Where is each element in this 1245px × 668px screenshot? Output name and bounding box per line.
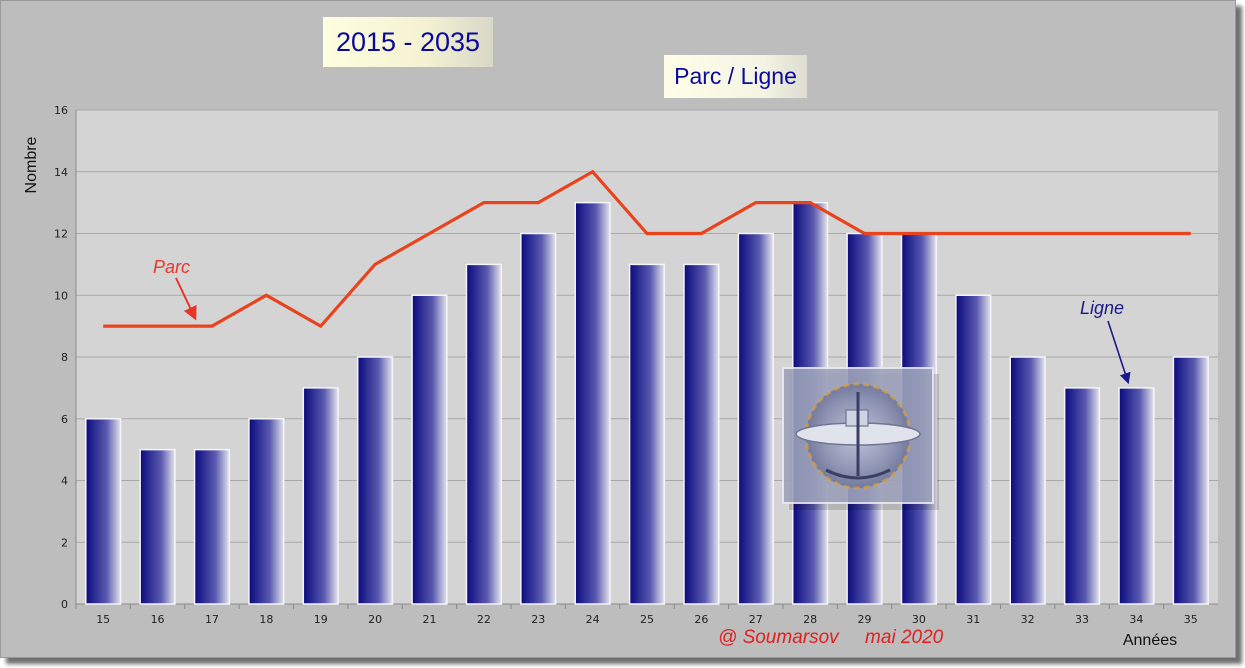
submarine-emblem-icon [782,367,939,510]
annotation-parc: Parc [153,257,190,277]
bar-ligne [85,418,122,605]
bar-ligne [628,263,666,605]
bar-ligne [411,294,448,605]
y-tick-label: 0 [61,598,68,611]
x-tick-label: 28 [803,613,817,626]
x-tick-label: 35 [1184,613,1198,626]
annotation-parc-arrow [175,277,197,321]
x-axis-label: Années [1123,632,1177,649]
x-tick-label: 18 [259,613,273,626]
y-tick-label: 2 [61,536,68,549]
bar-ligne [302,387,339,605]
x-tick-label: 15 [96,613,110,626]
x-tick-label: 24 [586,613,600,626]
x-tick-label: 19 [314,613,328,626]
x-tick-label: 31 [966,613,980,626]
x-tick-label: 34 [1129,613,1143,626]
bar-ligne [520,232,557,605]
x-tick-label: 22 [477,613,491,626]
bar-ligne [1172,356,1209,605]
x-tick-label: 30 [912,613,926,626]
line-series-parc [103,169,1191,329]
bar-ligne [356,356,394,605]
x-tick-label: 16 [151,613,165,626]
chart-subtitle: 2015 - 2035 [323,17,493,67]
annotation-ligne-arrow [1107,320,1131,385]
bar-ligne [683,263,720,605]
y-axis-label: Nombre [23,136,40,193]
line-parc [103,169,1191,329]
chart-credit: @ Soumarsov mai 2020 [718,627,944,648]
bar-ligne [574,201,611,605]
x-tick-label: 33 [1075,613,1089,626]
y-tick-label: 10 [54,289,68,302]
x-tick-label: 17 [205,613,219,626]
chart-title: Parc / Ligne [664,55,807,98]
y-tick-label: 6 [61,413,68,426]
bar-ligne [1118,387,1155,605]
x-tick-label: 20 [368,613,382,626]
x-tick-label: 25 [640,613,654,626]
y-tick-label: 12 [54,228,68,241]
bar-ligne [193,448,231,605]
bar-ligne [139,448,176,605]
x-tick-label: 23 [531,613,545,626]
y-tick-label: 4 [61,475,68,488]
x-tick-label: 27 [749,613,763,626]
bar-ligne [1009,356,1046,605]
bar-ligne [955,294,992,605]
x-tick-label: 21 [422,613,436,626]
x-tick-labels: 15 16 17 18 19 20 21 22 23 24 25 26 27 28 29 30 31 32 33 34… [75,604,1198,626]
y-tick-label: 16 [54,104,68,117]
bar-ligne [465,263,503,605]
y-tick-label: 8 [61,351,68,364]
y-tick-label: 14 [54,166,68,179]
annotation-ligne: Ligne [1080,298,1124,318]
bar-ligne [737,232,774,605]
y-tick-labels: 0 2 4 6 8 10 12 14 16 [54,104,68,611]
x-tick-label: 26 [694,613,708,626]
bar-series-ligne [85,201,1209,605]
bar-ligne [248,418,285,605]
x-tick-label: 29 [858,613,872,626]
bar-ligne [1063,387,1101,605]
x-tick-label: 32 [1021,613,1035,626]
